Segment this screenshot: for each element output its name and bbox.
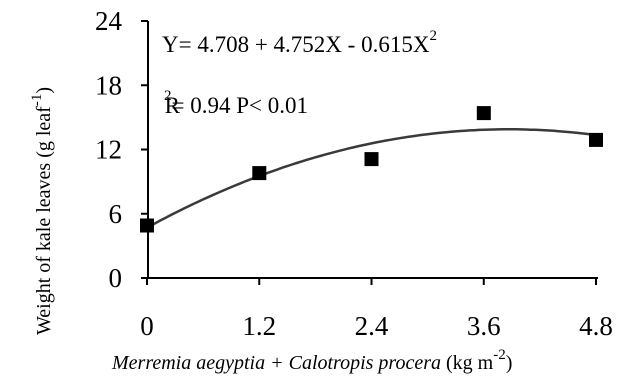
data-points <box>140 106 603 233</box>
x-tick-label: 4.8 <box>579 311 613 341</box>
x-axis-label: Merremia aegyptia + Calotropis procera (… <box>111 347 512 374</box>
x-tick-label: 0 <box>140 311 154 341</box>
data-point <box>140 218 154 233</box>
x-tick-label: 1.2 <box>242 311 276 341</box>
x-tick-label: 3.6 <box>467 311 501 341</box>
y-tick-label: 18 <box>95 70 122 100</box>
y-tick-label: 6 <box>109 199 123 229</box>
data-point <box>476 106 491 121</box>
r-squared-annotation: R2= 0.94 P< 0.01 <box>164 88 308 118</box>
x-ticks <box>146 278 597 285</box>
y-tick-label: 24 <box>95 6 123 36</box>
equation-annotation: Y= 4.708 + 4.752X - 0.615X2 <box>162 28 437 57</box>
data-point <box>364 152 379 167</box>
fit-curve <box>146 128 597 229</box>
x-tick-labels: 0 1.2 2.4 3.6 4.8 <box>140 311 613 341</box>
y-tick-labels: 0 6 12 18 24 <box>95 6 123 293</box>
data-point <box>589 132 603 147</box>
y-axis-label: Weight of kale leaves (g leaf-1) <box>29 87 55 335</box>
data-point <box>252 166 267 181</box>
y-ticks <box>141 20 148 279</box>
y-tick-label: 0 <box>109 263 123 293</box>
y-tick-label: 12 <box>95 135 122 165</box>
x-tick-label: 2.4 <box>355 311 389 341</box>
